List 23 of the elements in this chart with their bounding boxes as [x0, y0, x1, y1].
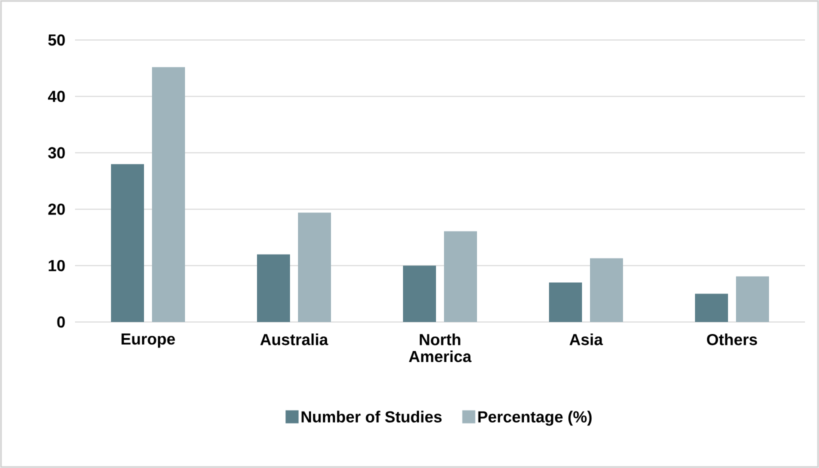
bar — [298, 212, 332, 322]
legend-label: Percentage (%) — [478, 410, 592, 426]
bar — [736, 276, 770, 322]
bar — [444, 231, 478, 322]
x-tick-label: Europe — [122, 334, 175, 348]
x-tick-label: Australia — [260, 334, 328, 346]
y-tick-label: 50 — [48, 34, 65, 46]
x-tick-label: Others — [706, 334, 758, 346]
y-tick-label: 30 — [48, 147, 65, 158]
bar — [549, 282, 582, 322]
y-tick-label: 20 — [48, 204, 65, 215]
y-tick-label: 10 — [48, 260, 65, 272]
bar — [590, 258, 624, 322]
bar — [257, 254, 290, 322]
x-tick-label: North America — [408, 334, 472, 362]
bar — [152, 67, 186, 322]
y-tick-label: 0 — [57, 316, 65, 328]
x-tick-label: Asia — [570, 334, 603, 346]
y-tick-label: 40 — [48, 90, 65, 102]
bar — [403, 266, 436, 322]
legend-label: Number of Studies — [302, 410, 442, 422]
bar — [111, 164, 144, 322]
bar — [695, 294, 728, 322]
